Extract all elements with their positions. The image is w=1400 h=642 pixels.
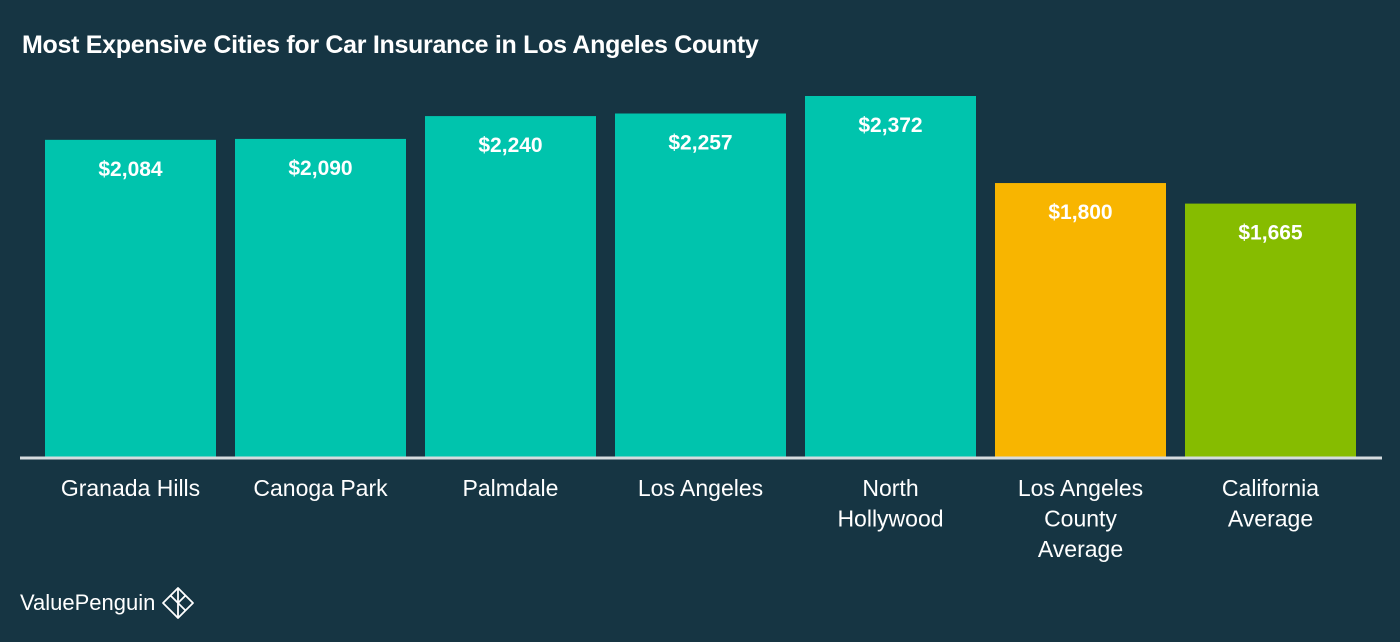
data-label: $1,665 — [1238, 222, 1303, 245]
data-label: $2,240 — [478, 134, 542, 157]
x-tick-label: California — [1222, 475, 1319, 501]
bar — [45, 139, 216, 457]
brand-logo: ValuePenguin — [20, 586, 195, 620]
x-tick-label: Los Angeles — [1018, 475, 1143, 501]
chart-title: Most Expensive Cities for Car Insurance … — [22, 31, 759, 59]
bar — [1185, 203, 1356, 457]
x-tick-label: North — [862, 475, 918, 501]
bar — [425, 116, 596, 457]
x-tick-label: Palmdale — [463, 475, 559, 501]
bar — [805, 96, 976, 457]
brand-name: ValuePenguin — [20, 590, 156, 615]
x-tick-label: County — [1044, 506, 1117, 532]
valuepenguin-logo-icon — [161, 586, 195, 620]
data-label: $2,257 — [668, 132, 732, 155]
bar — [615, 113, 786, 457]
x-tick-label: Canoga Park — [253, 475, 388, 501]
bar — [995, 183, 1166, 458]
x-tick-label: Granada Hills — [61, 475, 200, 501]
x-tick-label: Hollywood — [837, 506, 943, 532]
bar — [235, 138, 406, 457]
data-label: $2,090 — [288, 157, 352, 180]
data-label: $2,084 — [98, 158, 163, 181]
x-tick-label: Average — [1228, 506, 1313, 532]
x-tick-label: Los Angeles — [638, 475, 763, 501]
x-tick-label: Average — [1038, 536, 1123, 562]
data-label: $2,372 — [858, 114, 922, 137]
data-label: $1,800 — [1048, 201, 1112, 224]
